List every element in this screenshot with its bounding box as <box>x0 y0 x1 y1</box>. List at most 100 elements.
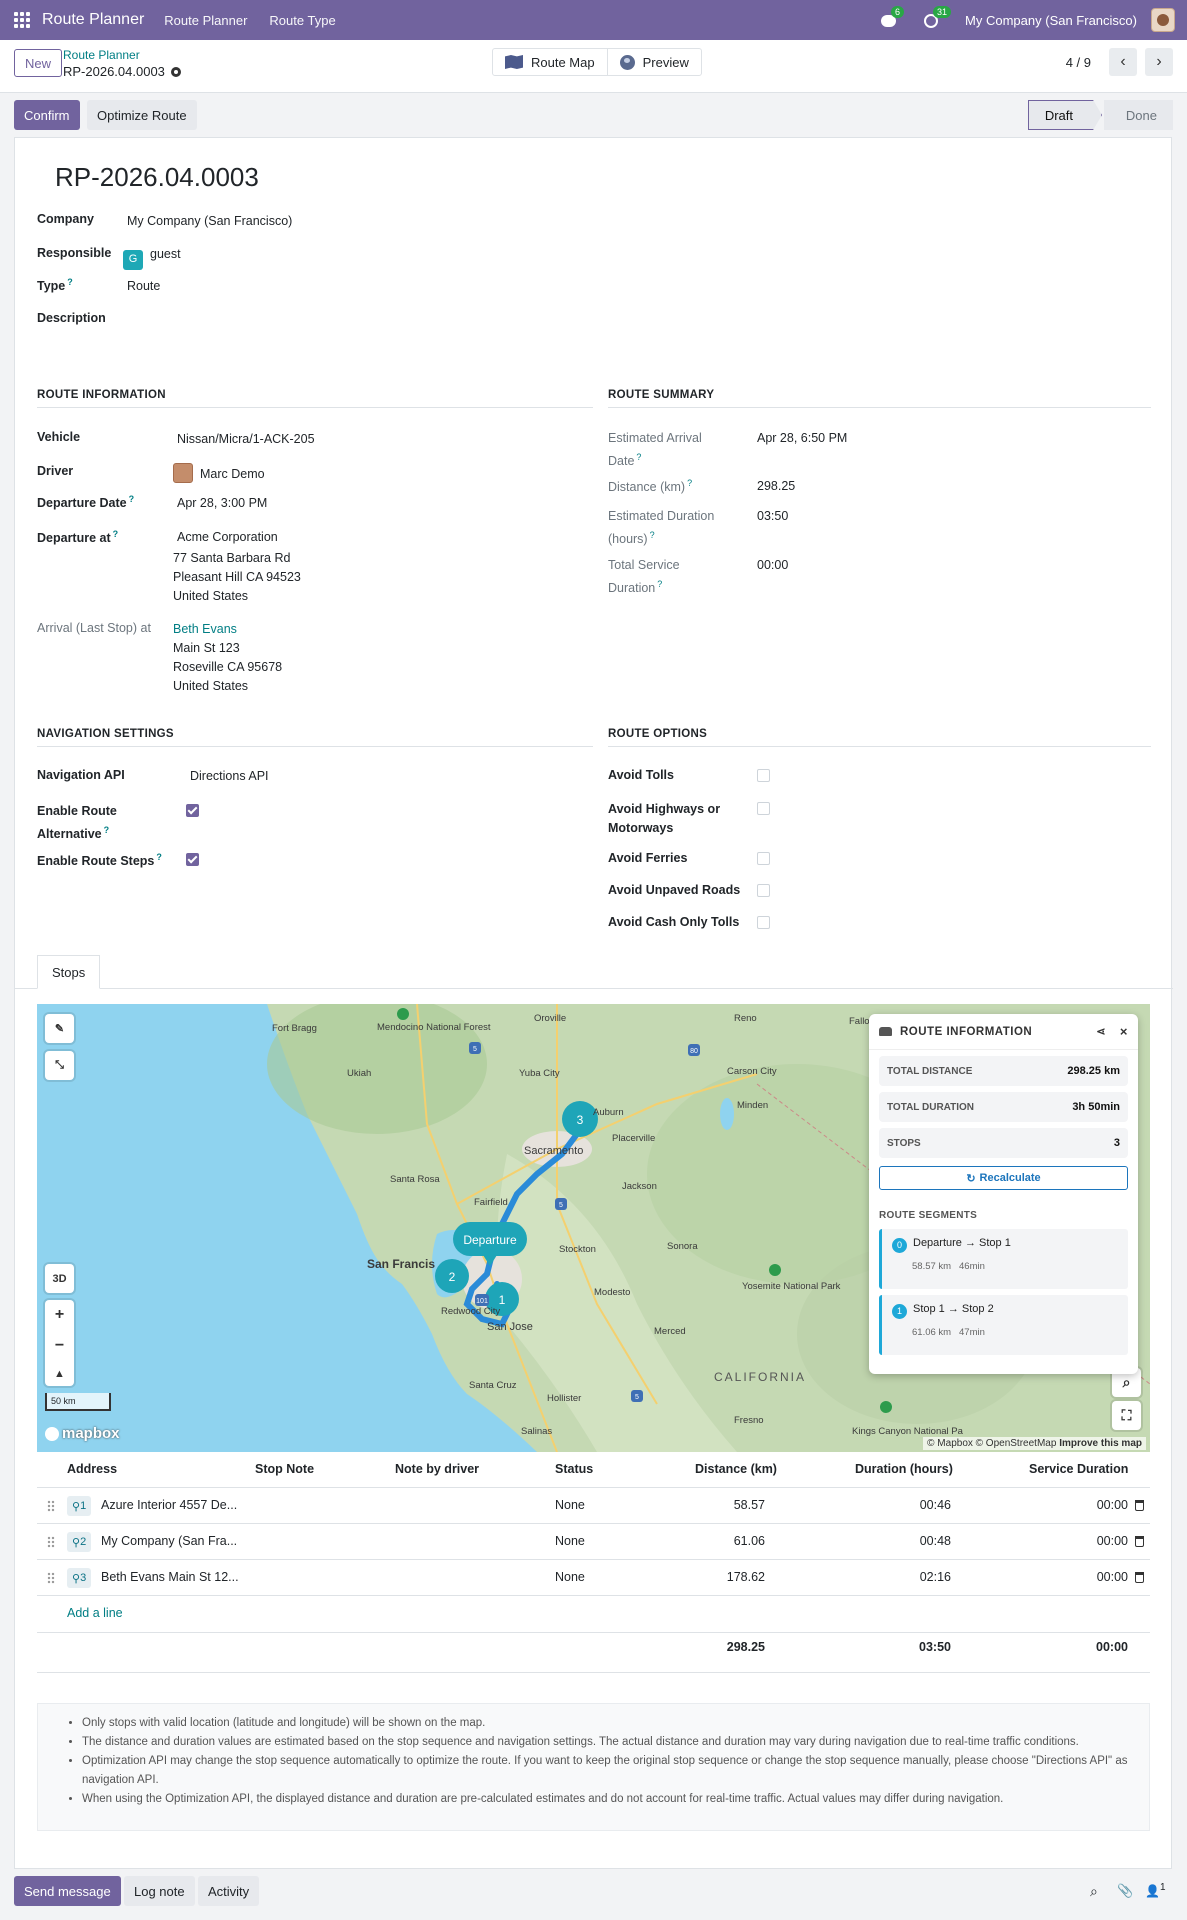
breadcrumb-parent[interactable]: Route Planner <box>63 48 140 62</box>
place-label: Salinas <box>521 1426 552 1437</box>
drag-handle-icon[interactable] <box>47 1536 55 1548</box>
help-icon[interactable]: ? <box>687 478 693 488</box>
zoom-out-button[interactable]: − <box>54 1336 65 1354</box>
new-button[interactable]: New <box>14 49 63 77</box>
column-header-service-duration[interactable]: Service Duration <box>1029 1462 1129 1476</box>
preview-button[interactable]: Preview <box>606 49 701 75</box>
followers-button[interactable]: 👤1 <box>1145 1882 1166 1898</box>
route-segment[interactable]: 0 Departure → Stop 1 58.57 km 46min <box>879 1229 1128 1289</box>
company-field[interactable]: My Company (San Francisco) <box>127 214 293 228</box>
column-header-stop-note[interactable]: Stop Note <box>255 1462 315 1476</box>
zoom-in-button[interactable]: + <box>54 1306 65 1324</box>
app-brand[interactable]: Route Planner <box>42 11 145 28</box>
avoid-tolls-checkbox[interactable] <box>757 769 770 782</box>
stop-number: 3 <box>80 1572 87 1584</box>
stage-done[interactable]: Done <box>1103 100 1173 130</box>
user-avatar[interactable] <box>1151 8 1175 32</box>
drag-handle-icon[interactable] <box>47 1572 55 1584</box>
log-note-button[interactable]: Log note <box>124 1876 195 1906</box>
avoid-ferries-checkbox[interactable] <box>757 852 770 865</box>
table-row[interactable]: ⚲ 2 My Company (San Fra... None 61.06 00… <box>37 1524 1150 1560</box>
departure-date-field[interactable]: Apr 28, 3:00 PM <box>177 496 268 510</box>
column-header-address[interactable]: Address <box>67 1462 118 1476</box>
stops-value: 3 <box>1113 1137 1120 1149</box>
nav-api-field[interactable]: Directions API <box>190 769 269 783</box>
route-alternative-checkbox[interactable] <box>186 804 199 817</box>
tab-stops[interactable]: Stops <box>37 955 101 989</box>
vehicle-field[interactable]: Nissan/Micra/1-ACK-205 <box>177 432 315 446</box>
row-address: Beth Evans Main St 12... <box>101 1570 239 1584</box>
route-map[interactable]: 3 2 1 Departure Fort Bragg Mendocino Nat… <box>37 1004 1150 1452</box>
trash-icon[interactable] <box>1135 1572 1144 1583</box>
toggle-3d-button[interactable]: 3D <box>45 1264 74 1293</box>
avoid-cash-tolls-checkbox[interactable] <box>757 916 770 929</box>
marker-1-label: 1 <box>499 1293 506 1307</box>
fullscreen-icon[interactable]: ⛶ <box>1112 1401 1141 1430</box>
driver-field[interactable]: Marc Demo <box>173 463 265 484</box>
menu-route-planner[interactable]: Route Planner <box>164 12 248 28</box>
help-icon[interactable]: ? <box>636 452 642 462</box>
help-icon[interactable]: ? <box>649 530 655 540</box>
help-icon[interactable]: ? <box>112 529 119 539</box>
type-field[interactable]: Route <box>127 279 161 293</box>
route-segment[interactable]: 1 Stop 1 → Stop 2 61.06 km 47min <box>879 1295 1128 1355</box>
draw-tool-brush-icon[interactable]: ✎ <box>45 1014 74 1043</box>
pager-value[interactable]: 4 / 9 <box>1065 54 1091 70</box>
column-header-status[interactable]: Status <box>555 1462 594 1476</box>
table-row[interactable]: ⚲ 3 Beth Evans Main St 12... None 178.62… <box>37 1560 1150 1596</box>
activity-clock-icon[interactable]: 31 <box>923 6 952 28</box>
apps-menu-icon[interactable] <box>14 12 30 28</box>
collapse-arrows-icon[interactable]: ⤡ <box>45 1051 74 1080</box>
distance-label-text: Distance (km) <box>608 480 686 495</box>
column-header-duration[interactable]: Duration (hours) <box>855 1462 953 1476</box>
record-title[interactable]: RP-2026.04.0003 <box>55 162 259 192</box>
share-icon[interactable]: ⋖ <box>1096 1026 1106 1038</box>
column-header-driver-note[interactable]: Note by driver <box>395 1462 480 1476</box>
help-icon[interactable]: ? <box>657 579 663 589</box>
paperclip-icon[interactable]: 📎 <box>1117 1883 1134 1898</box>
recalculate-button[interactable]: ↻ Recalculate <box>879 1166 1128 1190</box>
trash-icon[interactable] <box>1135 1536 1144 1547</box>
add-line-link[interactable]: Add a line <box>67 1606 123 1620</box>
map-marker-2[interactable] <box>435 1259 469 1293</box>
improve-map-link[interactable]: Improve this map <box>1059 1438 1142 1449</box>
search-icon[interactable]: ⌕ <box>1090 1883 1098 1899</box>
arrival-name-link[interactable]: Beth Evans <box>173 622 237 636</box>
map-marker-1[interactable] <box>485 1282 519 1316</box>
trash-icon[interactable] <box>1135 1500 1144 1511</box>
route-steps-checkbox[interactable] <box>186 853 199 866</box>
gear-icon[interactable] <box>170 67 181 77</box>
avoid-highways-checkbox[interactable] <box>757 802 770 815</box>
messaging-icon[interactable]: 6 <box>881 6 905 28</box>
company-switcher[interactable]: My Company (San Francisco) <box>965 12 1137 28</box>
pager-prev-button[interactable]: ‹ <box>1109 48 1137 76</box>
send-message-button[interactable]: Send message <box>14 1876 121 1906</box>
avoid-tolls-label: Avoid Tolls <box>608 768 674 782</box>
optimize-route-button[interactable]: Optimize Route <box>87 100 197 130</box>
departure-date-label-text: Departure Date <box>37 496 127 511</box>
departure-name[interactable]: Acme Corporation <box>177 530 278 544</box>
stage-draft[interactable]: Draft <box>1027 100 1102 130</box>
help-icon[interactable]: ? <box>67 277 73 287</box>
attribution-text[interactable]: © Mapbox © OpenStreetMap <box>927 1438 1057 1449</box>
help-icon[interactable]: ? <box>128 494 135 504</box>
arrival-country: United States <box>173 679 249 693</box>
close-icon[interactable]: × <box>1119 1024 1128 1039</box>
activity-button[interactable]: Activity <box>198 1876 260 1906</box>
arrival-city: Roseville CA 95678 <box>173 660 283 674</box>
help-icon[interactable]: ? <box>156 852 162 862</box>
avoid-unpaved-checkbox[interactable] <box>757 884 770 897</box>
map-marker-departure[interactable] <box>453 1222 527 1256</box>
pager-next-button[interactable]: › <box>1145 48 1173 76</box>
compass-icon[interactable]: ▲ <box>54 1367 65 1380</box>
column-header-distance[interactable]: Distance (km) <box>695 1462 777 1476</box>
map-marker-3[interactable] <box>562 1101 598 1137</box>
route-map-label: Route Map <box>531 54 595 70</box>
help-icon[interactable]: ? <box>103 825 110 835</box>
drag-handle-icon[interactable] <box>47 1500 55 1512</box>
table-row[interactable]: ⚲ 1 Azure Interior 4557 De... None 58.57… <box>37 1488 1150 1524</box>
menu-route-type[interactable]: Route Type <box>269 12 336 28</box>
route-map-view-button[interactable]: Route Map <box>493 49 607 75</box>
confirm-button[interactable]: Confirm <box>14 100 80 130</box>
